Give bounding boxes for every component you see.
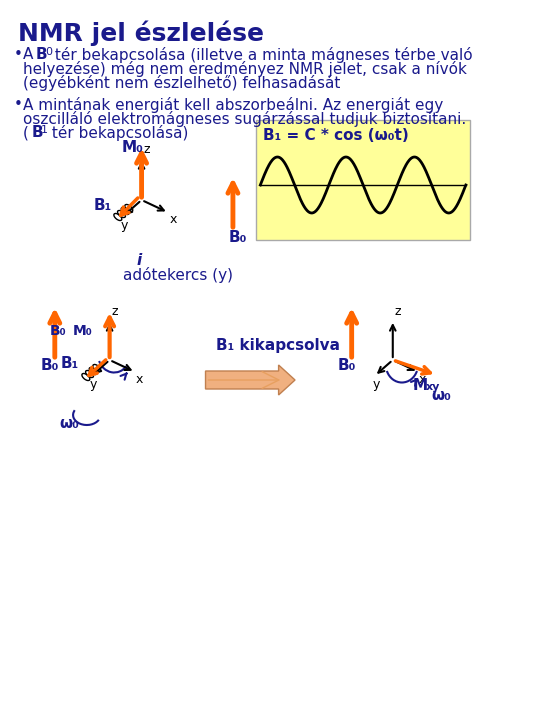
Text: tér bekapcsolása): tér bekapcsolása): [46, 125, 188, 141]
Text: M₀: M₀: [73, 324, 93, 338]
Text: helyezése) még nem eredményez NMR jelet, csak a nívók: helyezése) még nem eredményez NMR jelet,…: [23, 61, 467, 77]
Text: z: z: [111, 305, 118, 318]
Text: tér bekapcsolása (illetve a minta mágneses térbe való: tér bekapcsolása (illetve a minta mágnes…: [50, 47, 473, 63]
Text: 1: 1: [41, 125, 48, 135]
Text: •: •: [14, 47, 23, 62]
Text: A mintának energiát kell abszorbeálni. Az energiát egy: A mintának energiát kell abszorbeálni. A…: [23, 97, 443, 113]
Text: ω₀: ω₀: [431, 388, 451, 403]
Text: B₀: B₀: [228, 230, 247, 245]
Text: M: M: [413, 378, 428, 393]
Text: A: A: [23, 47, 38, 62]
Text: z: z: [144, 143, 150, 156]
Text: y: y: [373, 378, 380, 391]
FancyArrow shape: [206, 365, 295, 395]
Text: B: B: [36, 47, 47, 62]
Text: (egyébként nem észlelhető) felhasadását: (egyébként nem észlelhető) felhasadását: [23, 75, 340, 91]
Text: B₀: B₀: [50, 324, 67, 338]
Text: B₁: B₁: [60, 356, 78, 371]
Bar: [256, 120, 470, 240]
Text: M₀: M₀: [122, 140, 143, 155]
Text: B₁: B₁: [94, 198, 112, 213]
Text: •: •: [14, 97, 23, 112]
Text: ω₀: ω₀: [59, 416, 79, 431]
Text: (: (: [23, 125, 33, 140]
Text: B: B: [32, 125, 44, 140]
Text: B₀: B₀: [41, 358, 59, 373]
Text: oszcilláló elektromágneses sugárzással tudjuk biztosítani.: oszcilláló elektromágneses sugárzással t…: [23, 111, 466, 127]
Text: B₁ = C * cos (ω₀t): B₁ = C * cos (ω₀t): [263, 128, 409, 143]
Text: i: i: [137, 253, 142, 268]
Text: xy: xy: [426, 382, 440, 392]
Text: adótekercs (y): adótekercs (y): [123, 267, 233, 283]
Text: 0: 0: [45, 47, 52, 57]
Text: y: y: [120, 219, 128, 232]
Text: x: x: [419, 373, 427, 386]
Text: y: y: [90, 378, 97, 391]
Text: z: z: [395, 305, 401, 318]
Text: x: x: [136, 373, 143, 386]
Text: B₀: B₀: [338, 358, 356, 373]
Text: x: x: [169, 213, 177, 226]
Text: B₁ kikapcsolva: B₁ kikapcsolva: [217, 338, 341, 353]
Text: NMR jel észlelése: NMR jel észlelése: [18, 20, 264, 45]
